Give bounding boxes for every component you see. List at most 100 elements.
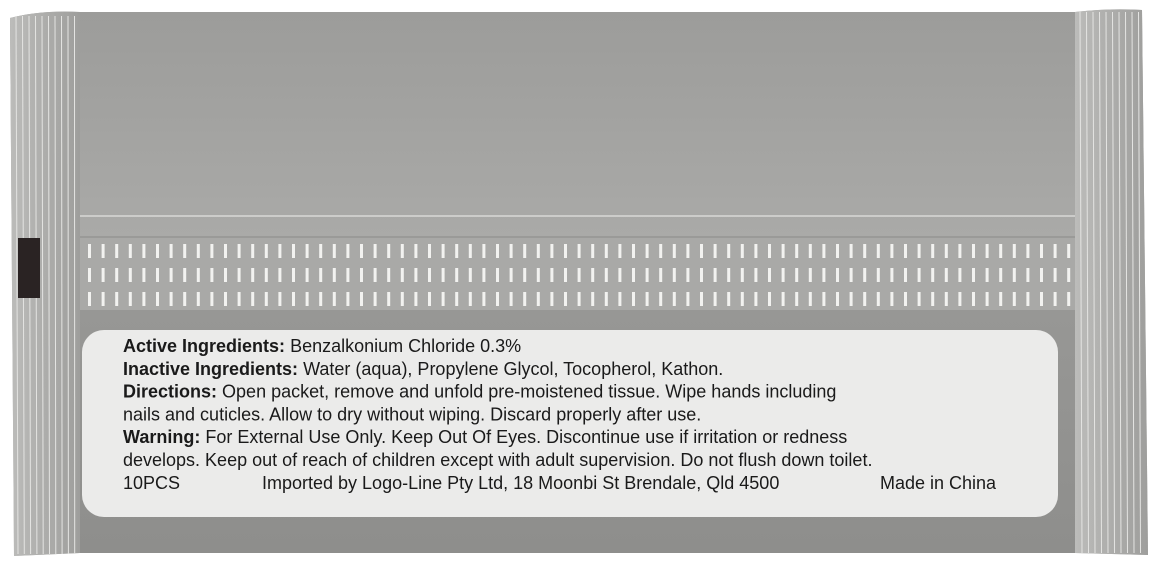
- perforation: [210, 244, 213, 258]
- perforation: [292, 292, 295, 306]
- perforation: [822, 268, 825, 282]
- perforation: [1026, 268, 1029, 282]
- perforation: [918, 244, 921, 258]
- perforation: [414, 244, 417, 258]
- perforation: [877, 292, 880, 306]
- perforation: [918, 268, 921, 282]
- perforation: [795, 268, 798, 282]
- perforation: [401, 292, 404, 306]
- perforation: [414, 268, 417, 282]
- perforation: [659, 292, 662, 306]
- perforation: [578, 244, 581, 258]
- perforation: [319, 292, 322, 306]
- perforation: [890, 292, 893, 306]
- perforation: [442, 292, 445, 306]
- body-text: develops. Keep out of reach of children …: [123, 450, 872, 470]
- perforation: [700, 244, 703, 258]
- perforation: [210, 292, 213, 306]
- perforation: [455, 292, 458, 306]
- perforation: [1026, 244, 1029, 258]
- perforation: [496, 268, 499, 282]
- perforation: [197, 268, 200, 282]
- perforation: [306, 244, 309, 258]
- perforation: [292, 244, 295, 258]
- perforation: [210, 268, 213, 282]
- perforation: [319, 268, 322, 282]
- perforation: [809, 244, 812, 258]
- perforation: [346, 268, 349, 282]
- perforation: [578, 268, 581, 282]
- perforation: [292, 268, 295, 282]
- perforation: [768, 292, 771, 306]
- perforation: [469, 244, 472, 258]
- perforation: [346, 292, 349, 306]
- perforation: [428, 292, 431, 306]
- perforation: [469, 292, 472, 306]
- perforation: [863, 244, 866, 258]
- perforation: [754, 268, 757, 282]
- perforation: [346, 244, 349, 258]
- perforation: [673, 244, 676, 258]
- perforation: [265, 292, 268, 306]
- perforation: [618, 292, 621, 306]
- page: Active Ingredients: Benzalkonium Chlorid…: [0, 0, 1152, 563]
- perforation: [646, 292, 649, 306]
- perforation: [1013, 292, 1016, 306]
- perforation: [863, 292, 866, 306]
- perforation: [863, 268, 866, 282]
- perforation: [156, 244, 159, 258]
- perforation: [564, 268, 567, 282]
- perforation: [537, 268, 540, 282]
- perforation: [632, 268, 635, 282]
- perforation: [251, 244, 254, 258]
- body-text: nails and cuticles. Allow to dry without…: [123, 404, 701, 424]
- perforation: [142, 244, 145, 258]
- perforation: [1054, 268, 1057, 282]
- perforation: [1054, 244, 1057, 258]
- perforation: [958, 268, 961, 282]
- perforation: [115, 268, 118, 282]
- perforation: [333, 292, 336, 306]
- perforation: [1067, 292, 1070, 306]
- perforation: [904, 244, 907, 258]
- perforation: [904, 292, 907, 306]
- perforation: [1013, 244, 1016, 258]
- perforation: [986, 292, 989, 306]
- heading: Warning:: [123, 427, 200, 447]
- origin: Made in China: [880, 473, 997, 493]
- perforation: [782, 268, 785, 282]
- heading: Directions:: [123, 382, 217, 402]
- perforation: [741, 292, 744, 306]
- perforation: [170, 268, 173, 282]
- perforation-band: [80, 238, 1075, 310]
- perforation: [945, 268, 948, 282]
- perforation: [115, 244, 118, 258]
- perforation: [1040, 268, 1043, 282]
- perforation: [224, 244, 227, 258]
- perforation: [686, 292, 689, 306]
- perforation: [1040, 292, 1043, 306]
- perforation: [890, 268, 893, 282]
- text-line: Directions: Open packet, remove and unfo…: [123, 382, 836, 402]
- perforation: [428, 244, 431, 258]
- perforation: [251, 268, 254, 282]
- perforation: [401, 268, 404, 282]
- perforation: [88, 244, 91, 258]
- perforation: [591, 292, 594, 306]
- perforation: [999, 292, 1002, 306]
- body-text: For External Use Only. Keep Out Of Eyes.…: [205, 427, 847, 447]
- perforation: [183, 292, 186, 306]
- perforation: [537, 292, 540, 306]
- perforation: [877, 268, 880, 282]
- perforation: [496, 244, 499, 258]
- perforation: [931, 292, 934, 306]
- perforation: [333, 244, 336, 258]
- perforation: [224, 292, 227, 306]
- perforation: [578, 292, 581, 306]
- heading: Active Ingredients:: [123, 336, 285, 356]
- perforation: [714, 292, 717, 306]
- perforation: [754, 244, 757, 258]
- perforation: [999, 268, 1002, 282]
- perforation: [727, 244, 730, 258]
- perforation: [442, 244, 445, 258]
